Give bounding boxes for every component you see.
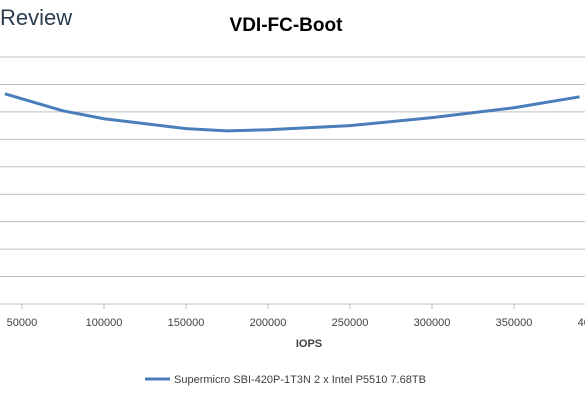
- x-tick-label: 150000: [168, 317, 205, 329]
- x-tick-label: 250000: [332, 317, 369, 329]
- series-line: [4, 92, 580, 133]
- x-tick-label: 200000: [250, 317, 287, 329]
- x-tick-label: 400000: [578, 317, 585, 329]
- x-tick-label: 300000: [414, 317, 451, 329]
- x-axis-label: IOPS: [296, 338, 322, 350]
- brand: Review: [0, 5, 72, 30]
- x-tick-label: 350000: [496, 317, 533, 329]
- legend-label: Supermicro SBI-420P-1T3N 2 x Intel P5510…: [174, 374, 426, 386]
- chart-title: VDI-FC-Boot: [230, 15, 344, 36]
- x-tick-label: 50000: [7, 317, 38, 329]
- x-tick-label: 100000: [86, 317, 123, 329]
